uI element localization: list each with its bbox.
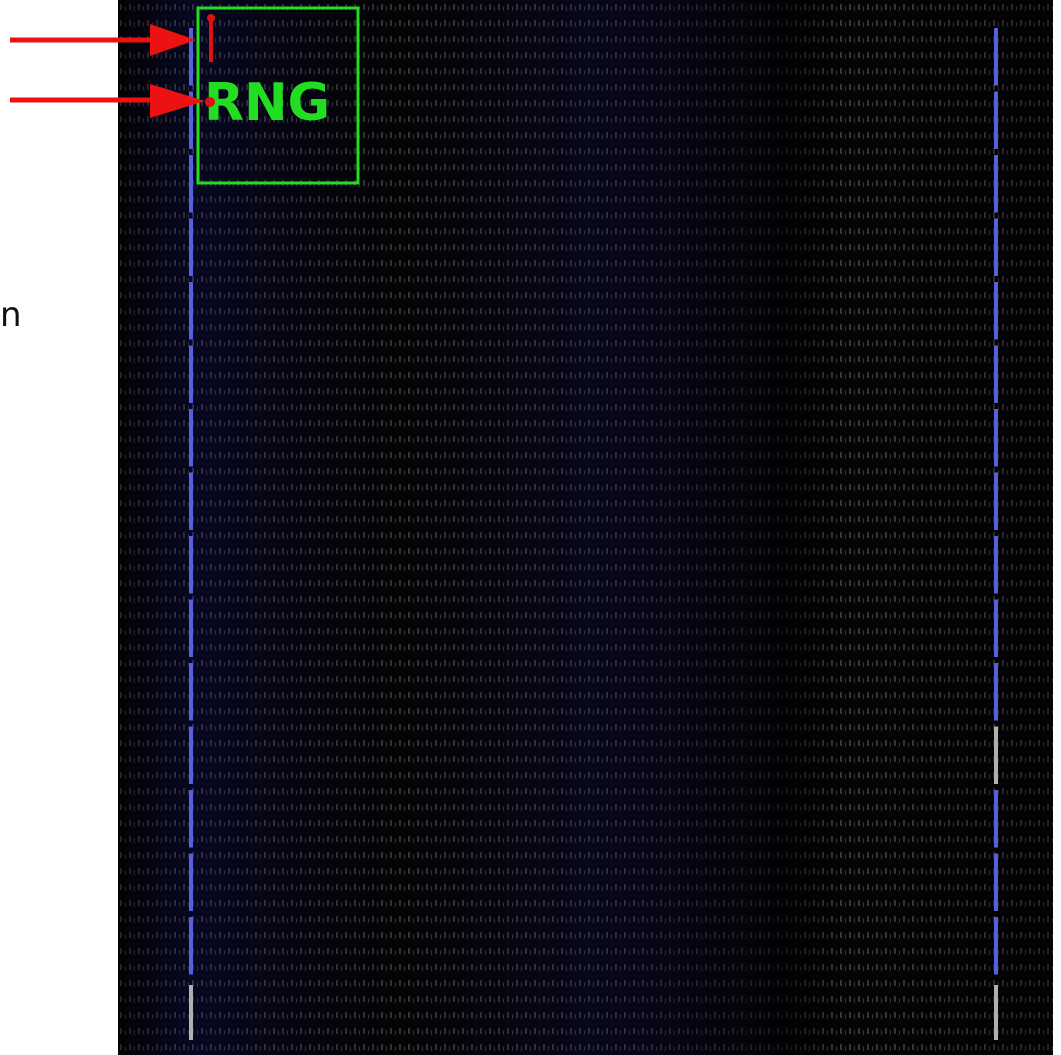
screenshot: RNG n: [0, 0, 1061, 1055]
side-text: n: [0, 295, 22, 335]
red-dot: [205, 97, 215, 107]
panel-shade: [118, 0, 1053, 1055]
red-dot: [207, 14, 215, 22]
box-label: RNG: [204, 73, 330, 133]
